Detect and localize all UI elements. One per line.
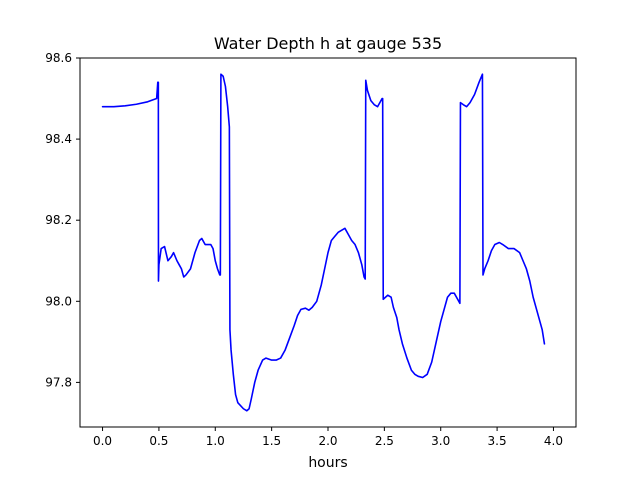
x-tick-label: 3.0: [431, 434, 450, 448]
x-tick-label: 3.5: [488, 434, 507, 448]
y-tick-label: 98.6: [45, 51, 72, 65]
y-tick-label: 98.0: [45, 294, 72, 308]
plot-frame: [79, 57, 577, 428]
y-tick-label: 98.4: [45, 132, 72, 146]
x-tick-label: 2.5: [375, 434, 394, 448]
x-tick-label: 0.5: [149, 434, 168, 448]
x-tick-label: 4.0: [544, 434, 563, 448]
y-axis-ticks: 97.8 98.0 98.2 98.4 98.6: [45, 51, 80, 389]
chart-title: Water Depth h at gauge 535: [214, 34, 442, 53]
y-tick-label: 97.8: [45, 375, 72, 389]
series-layer: [101, 73, 546, 412]
x-tick-label: 1.0: [206, 434, 225, 448]
plot-area: [80, 58, 576, 427]
y-tick-label: 98.2: [45, 213, 72, 227]
x-axis-ticks: 0.0 0.5 1.0 1.5 2.0 2.5 3.0 3.5 4.0: [93, 427, 563, 448]
x-tick-label: 1.5: [262, 434, 281, 448]
x-axis-label: hours: [308, 455, 347, 471]
x-tick-label: 0.0: [93, 434, 112, 448]
series-line: [101, 73, 546, 412]
x-tick-label: 2.0: [318, 434, 337, 448]
